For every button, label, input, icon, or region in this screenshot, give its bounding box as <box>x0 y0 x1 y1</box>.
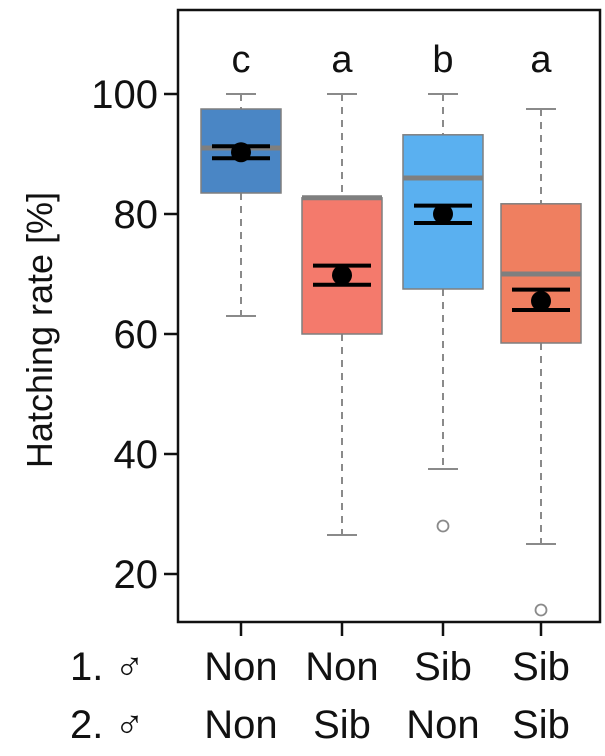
condition-label-row2: Non <box>204 703 277 747</box>
y-tick-label: 80 <box>114 193 159 237</box>
condition-label-row2: Sib <box>512 703 570 747</box>
row1-label: 1. ♂ <box>70 645 144 689</box>
box-group <box>402 93 484 533</box>
y-axis-label: Hatching rate [%] <box>19 192 60 468</box>
condition-label-row2: Sib <box>313 703 371 747</box>
y-tick-label: 60 <box>114 313 159 357</box>
significance-letter: a <box>331 39 353 81</box>
plot-area <box>200 93 582 617</box>
significance-letter: a <box>530 39 552 81</box>
significance-letter: c <box>232 39 251 81</box>
significance-letter: b <box>432 39 453 81</box>
condition-label-row2: Non <box>406 703 479 747</box>
condition-label-row1: Non <box>305 645 378 689</box>
condition-label-row1: Sib <box>512 645 570 689</box>
condition-label-row1: Sib <box>414 645 472 689</box>
mean-point <box>332 265 352 286</box>
mean-point <box>433 204 453 224</box>
y-tick-label: 100 <box>91 73 158 117</box>
y-tick-label: 40 <box>114 433 159 477</box>
outlier-point <box>534 603 548 617</box>
plot-frame <box>176 8 602 624</box>
outlier-point <box>436 519 450 533</box>
box-group <box>500 108 582 617</box>
y-tick-label: 20 <box>114 553 159 597</box>
box-group <box>200 93 282 317</box>
row2-label: 2. ♂ <box>70 703 144 747</box>
box-group <box>301 93 383 536</box>
condition-label-row1: Non <box>204 645 277 689</box>
mean-point <box>531 291 551 311</box>
mean-point <box>231 142 251 163</box>
